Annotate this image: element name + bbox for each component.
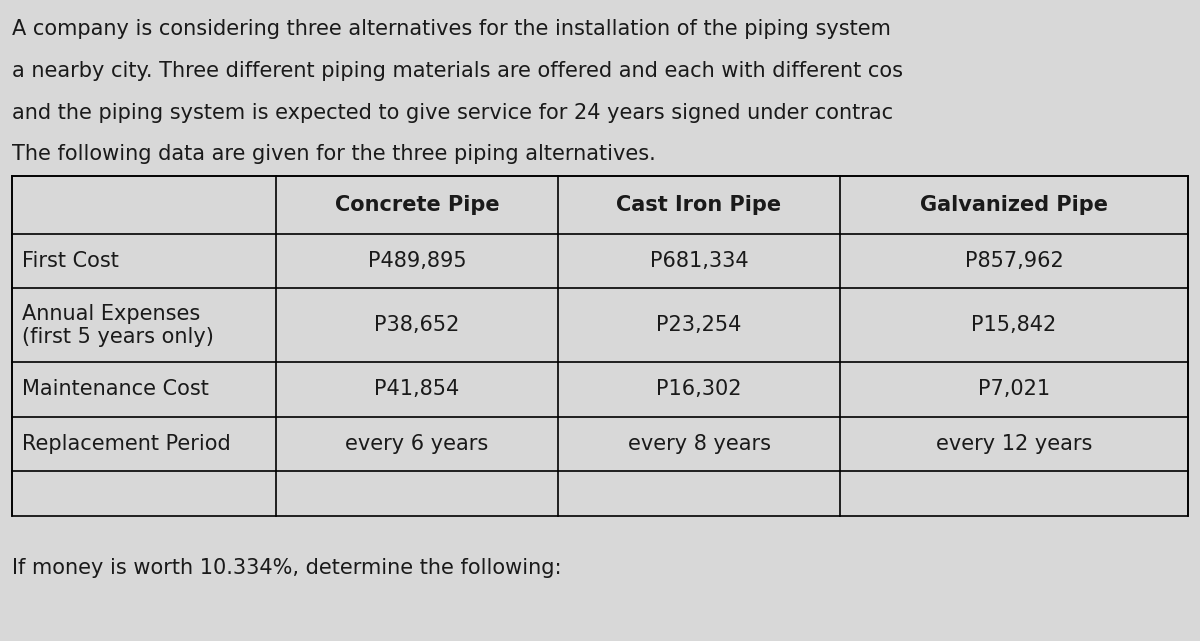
Text: Annual Expenses
(first 5 years only): Annual Expenses (first 5 years only) — [22, 304, 214, 347]
Text: P7,021: P7,021 — [978, 379, 1050, 399]
Text: Maintenance Cost: Maintenance Cost — [22, 379, 209, 399]
Text: P16,302: P16,302 — [656, 379, 742, 399]
Text: P38,652: P38,652 — [374, 315, 460, 335]
Text: P489,895: P489,895 — [367, 251, 467, 271]
Text: P15,842: P15,842 — [971, 315, 1057, 335]
Text: If money is worth 10.334%, determine the following:: If money is worth 10.334%, determine the… — [12, 558, 562, 578]
Text: First Cost: First Cost — [22, 251, 119, 271]
Text: a nearby city. Three different piping materials are offered and each with differ: a nearby city. Three different piping ma… — [12, 61, 904, 81]
Text: every 6 years: every 6 years — [346, 434, 488, 454]
Text: P41,854: P41,854 — [374, 379, 460, 399]
Text: and the piping system is expected to give service for 24 years signed under cont: and the piping system is expected to giv… — [12, 103, 893, 122]
Text: every 8 years: every 8 years — [628, 434, 770, 454]
Text: P857,962: P857,962 — [965, 251, 1063, 271]
Text: Cast Iron Pipe: Cast Iron Pipe — [617, 195, 781, 215]
Text: every 12 years: every 12 years — [936, 434, 1092, 454]
Text: Galvanized Pipe: Galvanized Pipe — [920, 195, 1108, 215]
Text: Concrete Pipe: Concrete Pipe — [335, 195, 499, 215]
Text: The following data are given for the three piping alternatives.: The following data are given for the thr… — [12, 144, 655, 164]
Text: A company is considering three alternatives for the installation of the piping s: A company is considering three alternati… — [12, 19, 890, 39]
Text: P681,334: P681,334 — [649, 251, 749, 271]
Text: P23,254: P23,254 — [656, 315, 742, 335]
Text: Replacement Period: Replacement Period — [22, 434, 230, 454]
